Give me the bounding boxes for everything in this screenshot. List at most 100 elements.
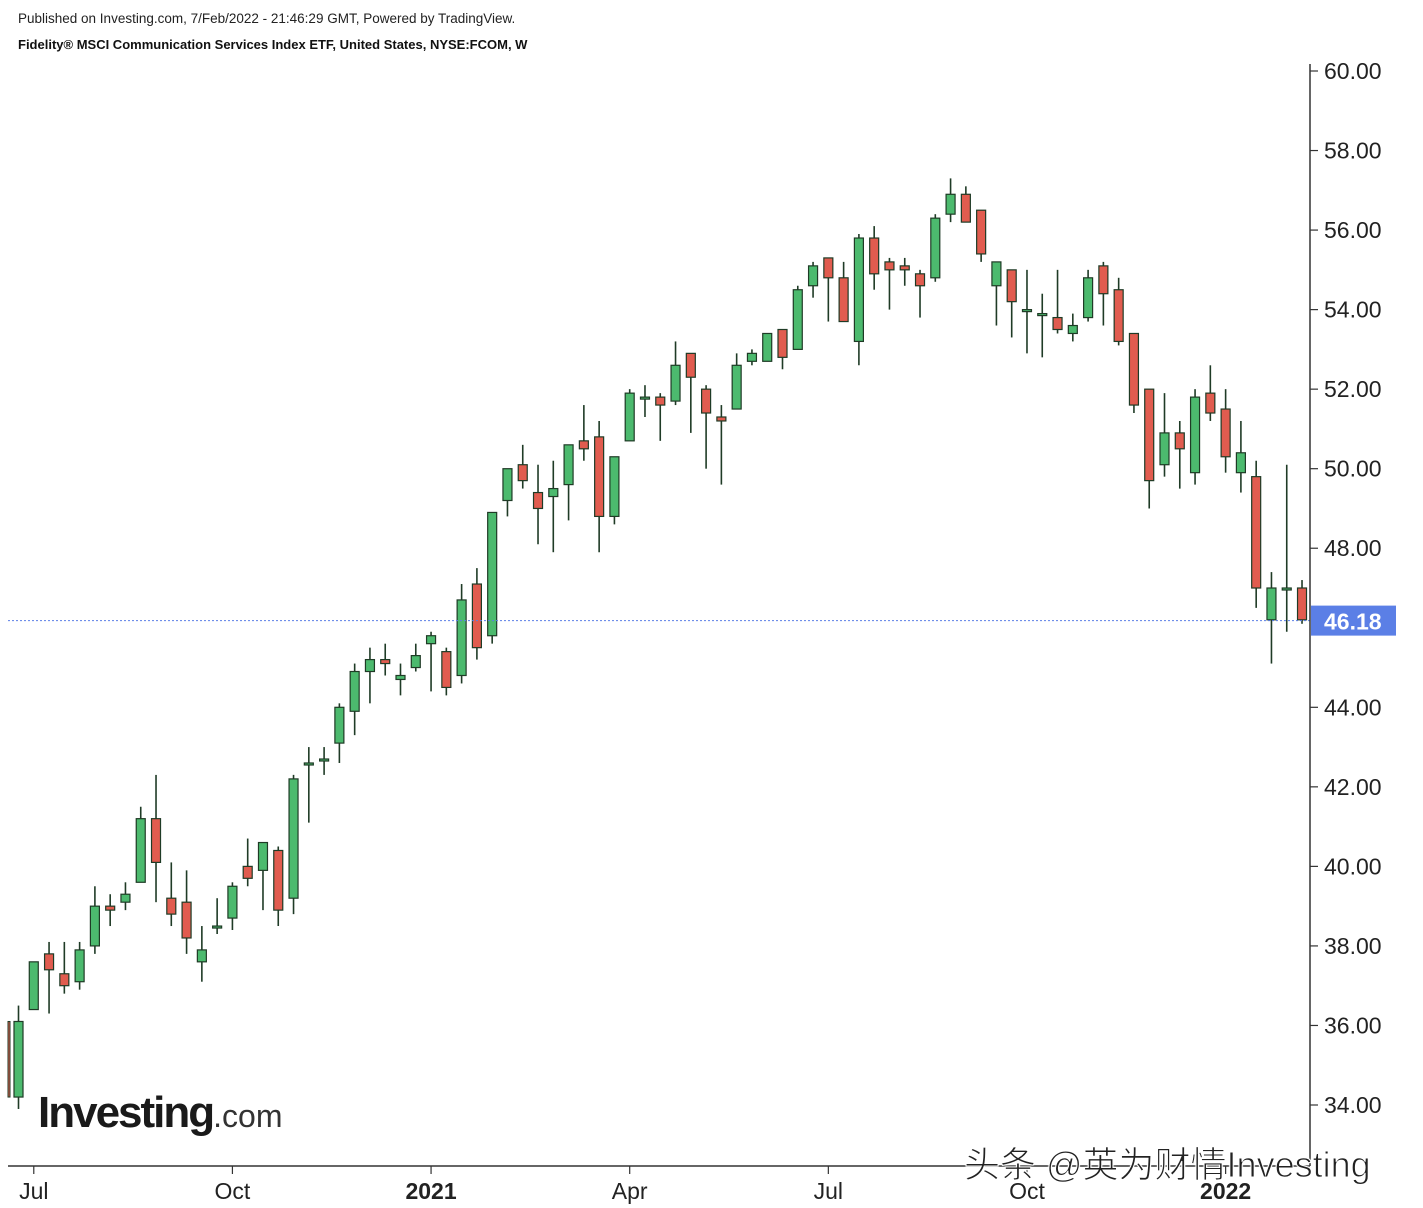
candle-up bbox=[1235, 452, 1247, 474]
candle-up bbox=[13, 1020, 24, 1098]
y-tick-label: 58.00 bbox=[1324, 138, 1382, 164]
y-tick-label: 36.00 bbox=[1324, 1012, 1382, 1038]
candle-down bbox=[914, 273, 926, 287]
candle-down bbox=[1205, 392, 1216, 414]
x-tick-label: Jul bbox=[814, 1178, 843, 1204]
candle-down bbox=[242, 865, 253, 879]
investing-logo: Investing.com bbox=[38, 1088, 283, 1138]
candle-down bbox=[655, 396, 666, 406]
x-tick-label: Oct bbox=[1009, 1178, 1045, 1204]
candle-up bbox=[303, 762, 314, 766]
candle-up bbox=[991, 261, 1002, 287]
y-tick-label: 44.00 bbox=[1324, 694, 1382, 720]
candle-down bbox=[1251, 476, 1262, 589]
x-tick-label: Oct bbox=[215, 1178, 251, 1204]
candle-down bbox=[1052, 316, 1063, 331]
candle-down bbox=[1174, 432, 1185, 450]
candle-down bbox=[380, 658, 391, 665]
candle-down bbox=[1144, 388, 1155, 482]
candle-wicks bbox=[17, 178, 1303, 1109]
candle-up bbox=[1082, 277, 1094, 319]
candle-up bbox=[395, 674, 406, 681]
y-tick-label: 34.00 bbox=[1324, 1092, 1382, 1118]
x-tick-label: 2021 bbox=[405, 1178, 456, 1204]
candle-down bbox=[700, 388, 712, 414]
candle-up bbox=[89, 905, 101, 947]
candle-up bbox=[288, 778, 299, 899]
published-info: Published on Investing.com, 7/Feb/2022 -… bbox=[18, 11, 516, 26]
candle-down bbox=[716, 416, 727, 422]
candle-up bbox=[319, 758, 330, 762]
candle-down bbox=[594, 436, 605, 518]
candle-down bbox=[441, 651, 452, 689]
candle-down bbox=[777, 328, 788, 358]
logo-main: Investing bbox=[38, 1088, 215, 1137]
candle-partial bbox=[7, 1020, 11, 1098]
candle-down bbox=[1113, 289, 1124, 343]
y-tick-label: 42.00 bbox=[1324, 774, 1382, 800]
candle-up bbox=[945, 193, 956, 215]
candle-up bbox=[1159, 432, 1170, 466]
candle-up bbox=[1281, 587, 1292, 591]
candle-down bbox=[181, 901, 192, 939]
candle-down bbox=[273, 849, 284, 911]
candle-up bbox=[639, 396, 651, 400]
candle-up bbox=[135, 818, 146, 883]
candle-down bbox=[1006, 269, 1017, 303]
candle-down bbox=[1220, 408, 1231, 458]
candle-up bbox=[502, 468, 513, 502]
y-tick-label: 48.00 bbox=[1324, 535, 1382, 561]
candle-up bbox=[212, 925, 223, 929]
x-tick-label: 2022 bbox=[1200, 1178, 1251, 1204]
candle-down bbox=[960, 193, 971, 223]
candle-down bbox=[976, 209, 987, 255]
y-tick-label: 40.00 bbox=[1324, 853, 1382, 879]
candle-up bbox=[1037, 312, 1048, 317]
candle-up bbox=[670, 364, 681, 402]
candle-up bbox=[257, 841, 269, 871]
x-tick-label: Apr bbox=[612, 1178, 648, 1204]
candle-up bbox=[930, 217, 941, 279]
logo-suffix: .com bbox=[213, 1098, 283, 1134]
candle-up bbox=[120, 893, 131, 903]
candle-up bbox=[1266, 587, 1277, 621]
candle-down bbox=[43, 953, 55, 971]
candle-up bbox=[410, 655, 421, 669]
candle-up bbox=[196, 949, 207, 963]
candle-up bbox=[624, 392, 635, 442]
candle-up bbox=[349, 670, 360, 712]
candle-down bbox=[578, 440, 589, 450]
y-tick-label: 54.00 bbox=[1324, 297, 1382, 323]
y-tick-label: 60.00 bbox=[1324, 58, 1382, 84]
y-tick-label: 38.00 bbox=[1324, 933, 1382, 959]
candle-down bbox=[838, 277, 849, 323]
y-tick-label: 50.00 bbox=[1324, 456, 1382, 482]
last-price-badge bbox=[1311, 605, 1396, 636]
candle-down bbox=[59, 973, 70, 987]
candle-up bbox=[548, 487, 559, 498]
chart-title: Fidelity® MSCI Communication Services In… bbox=[18, 37, 528, 52]
candle-down bbox=[823, 257, 834, 279]
candle-down bbox=[884, 261, 895, 271]
candle-up bbox=[487, 511, 498, 637]
candle-up bbox=[563, 444, 574, 486]
candle-up bbox=[456, 599, 467, 677]
candle-down bbox=[105, 905, 116, 911]
candle-down bbox=[1098, 265, 1109, 295]
candle-up bbox=[227, 885, 238, 919]
candle-up bbox=[1021, 309, 1033, 313]
candle-down bbox=[1128, 332, 1140, 406]
candle-down bbox=[532, 491, 544, 510]
axes: 34.00 36.00 38.00 40.00 42.00 44.00 48.00 50.00… bbox=[8, 58, 1396, 1204]
candle-up bbox=[364, 658, 376, 673]
candle-bodies bbox=[7, 193, 1308, 1098]
candle-up bbox=[853, 237, 865, 343]
candle-down bbox=[869, 237, 880, 275]
candle-down bbox=[471, 583, 482, 649]
candle-up bbox=[792, 289, 803, 350]
candle-up bbox=[74, 949, 85, 983]
y-tick-label: 56.00 bbox=[1324, 217, 1382, 243]
candle-up bbox=[762, 332, 773, 362]
candle-down bbox=[1296, 587, 1308, 621]
